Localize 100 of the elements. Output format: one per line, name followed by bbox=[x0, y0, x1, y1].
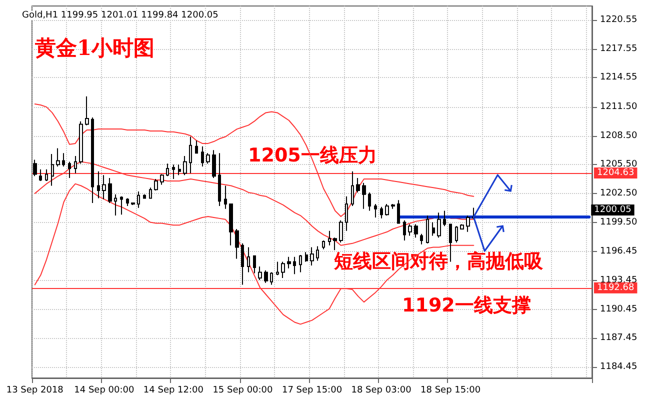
x-tick-label: 17 Sep 15:00 bbox=[282, 386, 342, 396]
candlestick bbox=[362, 182, 366, 210]
candlestick bbox=[397, 200, 400, 224]
y-tick-label: 1196.45 bbox=[600, 246, 638, 257]
candlestick bbox=[310, 246, 314, 266]
candlestick bbox=[258, 266, 262, 280]
x-tick-label: 18 Sep 15:00 bbox=[420, 386, 481, 396]
candlestick bbox=[195, 140, 198, 154]
candlestick bbox=[91, 117, 94, 204]
ref-line-label: 1204.63 bbox=[597, 168, 634, 178]
candlestick bbox=[437, 212, 441, 238]
candlestick bbox=[328, 230, 331, 246]
text: 黄金1小时图 bbox=[34, 35, 155, 60]
candlestick bbox=[218, 152, 221, 206]
candlestick bbox=[264, 270, 268, 284]
candlestick bbox=[212, 150, 216, 179]
candlestick bbox=[351, 170, 354, 206]
candlestick bbox=[97, 170, 100, 199]
y-tick-label: 1202.50 bbox=[600, 188, 638, 198]
candlestick bbox=[276, 261, 279, 276]
candlestick bbox=[281, 261, 285, 279]
candlestick bbox=[374, 204, 377, 218]
candlestick bbox=[102, 174, 106, 200]
candlestick bbox=[56, 148, 60, 168]
y-tick-label: 1199.50 bbox=[600, 217, 638, 228]
candlestick bbox=[85, 96, 89, 126]
candlestick bbox=[120, 196, 123, 216]
candlestick bbox=[460, 224, 464, 230]
candlestick bbox=[137, 191, 140, 208]
candlestick bbox=[356, 178, 360, 193]
candlestick bbox=[229, 204, 233, 246]
candlestick bbox=[45, 168, 48, 182]
candlestick bbox=[131, 202, 135, 206]
candlestick bbox=[449, 224, 452, 262]
data-label: 1200.05 bbox=[594, 204, 632, 215]
candlestick bbox=[154, 178, 158, 192]
candlestick bbox=[189, 136, 192, 174]
candlestick bbox=[108, 178, 112, 204]
x-tick-label: 18 Sep 03:00 bbox=[351, 386, 412, 396]
candlestick bbox=[247, 246, 250, 273]
candlestick bbox=[206, 152, 210, 164]
candlestick bbox=[62, 152, 65, 168]
candlestick bbox=[235, 228, 239, 260]
candlestick bbox=[380, 206, 383, 219]
candlestick bbox=[39, 168, 42, 182]
y-tick-label: 1217.55 bbox=[600, 44, 638, 54]
x-tick-label: 13 Sep 2018 bbox=[6, 386, 64, 396]
y-tick-label: 1184.45 bbox=[600, 362, 638, 372]
candlestick bbox=[293, 256, 296, 275]
candlestick bbox=[414, 224, 418, 238]
candlestick bbox=[224, 185, 227, 210]
candlestick bbox=[443, 210, 446, 227]
candlestick bbox=[183, 155, 187, 176]
y-tick-label: 1190.45 bbox=[600, 304, 638, 314]
candlestick bbox=[316, 246, 319, 262]
y-tick-label: 1211.50 bbox=[600, 102, 638, 112]
x-tick-label: 14 Sep 12:00 bbox=[143, 386, 204, 396]
candlestick bbox=[305, 252, 308, 262]
candlestick bbox=[79, 120, 83, 164]
candlestick bbox=[68, 161, 71, 179]
candlestick bbox=[345, 196, 348, 232]
x-tick-label: 15 Sep 00:00 bbox=[212, 386, 274, 396]
candlestick bbox=[322, 240, 325, 250]
ref-line-label: 1192.68 bbox=[597, 282, 634, 293]
candlestick bbox=[466, 215, 470, 232]
candlestick bbox=[385, 204, 389, 216]
annotation: 短线区间对待，高抛低吸 bbox=[333, 250, 544, 272]
candlestick bbox=[33, 159, 37, 177]
candlestick bbox=[420, 233, 423, 245]
candlestick bbox=[160, 174, 164, 186]
y-tick-label: 1187.45 bbox=[600, 333, 638, 344]
candlestick bbox=[114, 194, 117, 216]
candlestick bbox=[287, 256, 291, 269]
candlestick bbox=[201, 146, 204, 168]
candlestick bbox=[143, 194, 146, 199]
candlestick bbox=[432, 222, 435, 236]
candlestick bbox=[149, 187, 152, 199]
candlestick bbox=[455, 226, 458, 243]
candlestick bbox=[426, 215, 429, 244]
candlestick bbox=[339, 220, 343, 243]
candlestick bbox=[299, 254, 302, 273]
y-tick-label: 1220.55 bbox=[600, 14, 638, 25]
candlestick bbox=[368, 192, 371, 212]
candlestick bbox=[74, 155, 77, 174]
candlestick bbox=[391, 204, 395, 210]
candlestick bbox=[241, 242, 244, 286]
candlestick bbox=[51, 154, 54, 186]
candlestick bbox=[333, 237, 337, 251]
candlestick bbox=[408, 224, 412, 236]
candlestick bbox=[403, 220, 406, 242]
candlestick bbox=[172, 164, 175, 180]
candlestick bbox=[126, 198, 129, 206]
candlestick bbox=[178, 164, 181, 176]
candlestick bbox=[270, 272, 273, 286]
x-tick-label: 14 Sep 00:00 bbox=[74, 386, 134, 396]
annotation: 1192一线支撑 bbox=[402, 294, 531, 316]
text: Gold,H1 1199.95 1201.01 1199.84 1200.05 bbox=[22, 10, 218, 20]
candlestick bbox=[166, 163, 169, 177]
y-tick-label: 1214.55 bbox=[600, 72, 638, 83]
y-tick-label: 1208.50 bbox=[600, 130, 638, 141]
